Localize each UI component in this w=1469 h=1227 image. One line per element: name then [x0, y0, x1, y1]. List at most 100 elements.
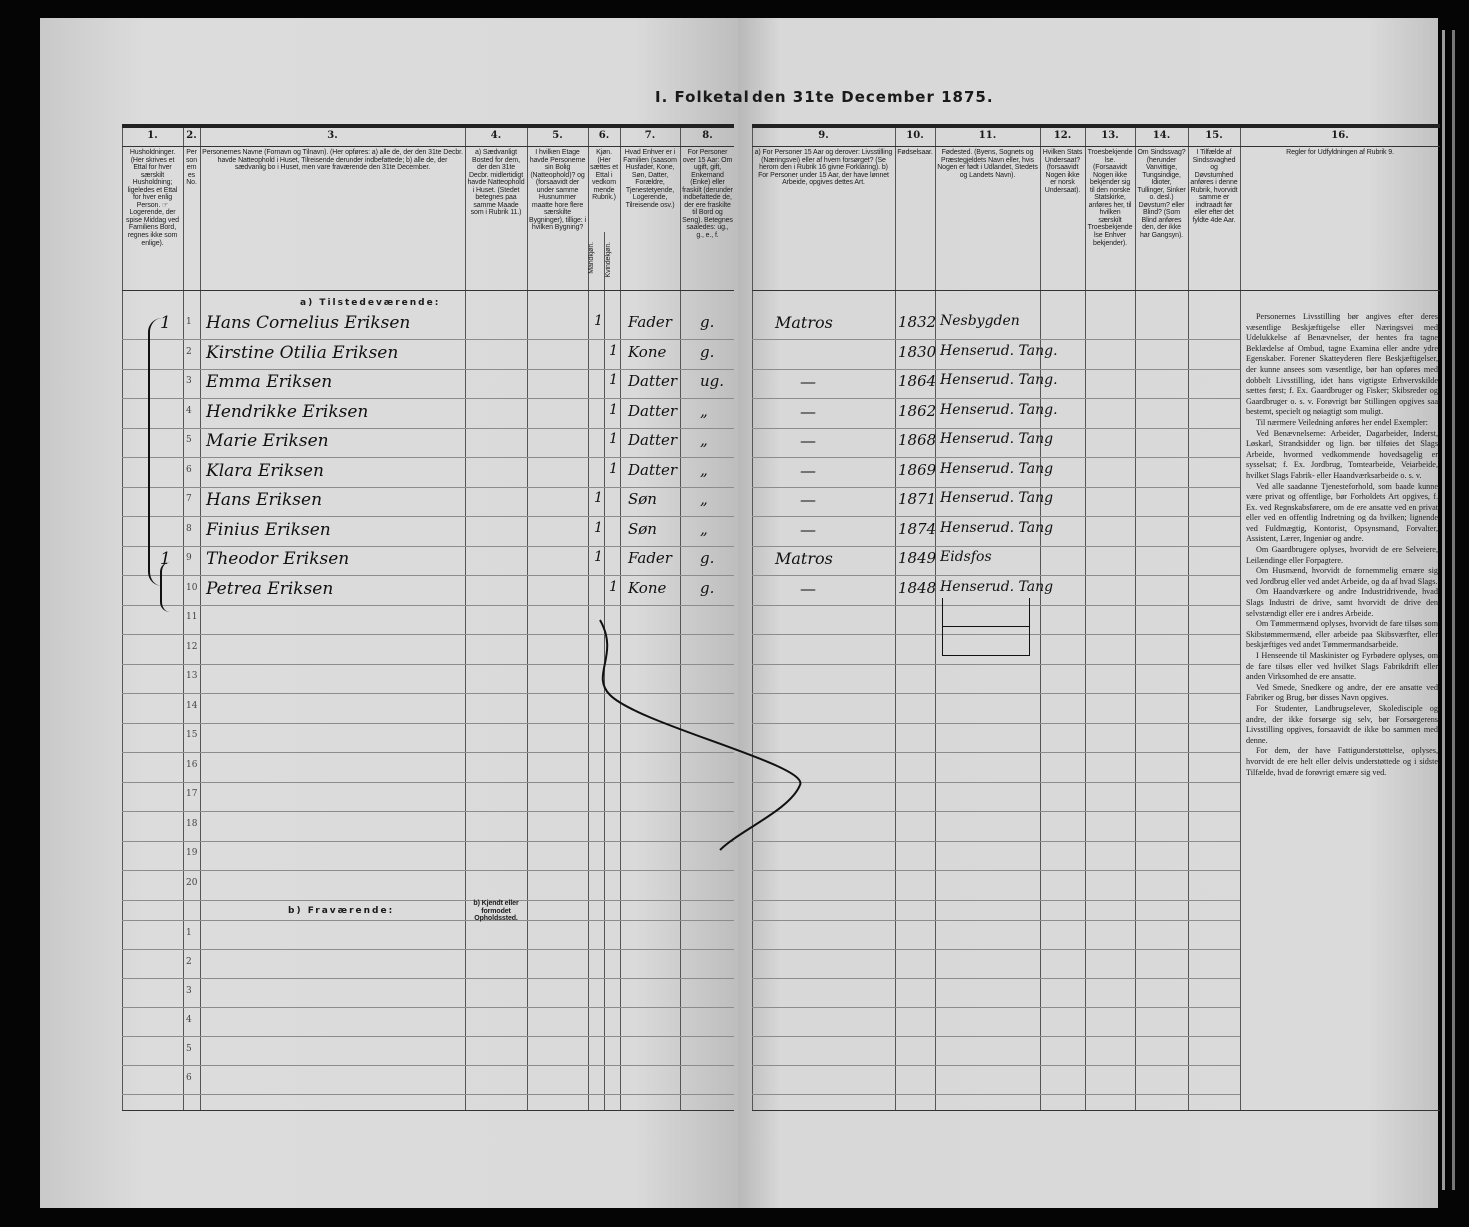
- page-edge: [1442, 30, 1445, 1190]
- person-name: Hans Eriksen: [206, 490, 323, 510]
- row-rule: [752, 1007, 1240, 1008]
- row-rule: [122, 693, 734, 694]
- column-header: Om Sindssvag? (herunder Vanvittige, Tung…: [1137, 149, 1186, 240]
- row-rule: [752, 604, 1240, 606]
- row-rule: [752, 840, 1240, 842]
- column-header: Troesbekjendelse. (Forsaavidt Nogen ikke…: [1087, 149, 1133, 247]
- row-rule: [752, 634, 1240, 635]
- row-rule: [122, 663, 734, 665]
- person-name: Kirstine Otilia Eriksen: [206, 342, 399, 363]
- family-relation: Kone: [628, 342, 667, 361]
- sex-mark: 1: [594, 313, 603, 329]
- row-rule: [122, 457, 734, 458]
- row-number: 19: [186, 848, 198, 858]
- row-number: 2: [186, 957, 192, 967]
- column-header: a) For Personer 15 Aar og derover: Livss…: [754, 149, 893, 187]
- birth-year: 1871: [898, 490, 937, 508]
- row-rule: [122, 920, 734, 921]
- person-number: 6: [186, 464, 192, 475]
- column-header: Fødselsaar.: [897, 149, 933, 156]
- column-divider: [122, 128, 123, 1110]
- column-header: Personernes Navne (Fornavn og Tilnavn). …: [202, 149, 463, 172]
- sex-subheader-female: Kvindekjøn.: [605, 242, 612, 278]
- person-name: Petrea Eriksen: [206, 578, 334, 599]
- birthplace: Henserud. Tang: [940, 460, 1054, 477]
- household-brace-1: [148, 318, 178, 586]
- sex-mark: 1: [609, 578, 618, 595]
- person-number: 7: [186, 494, 192, 504]
- row-rule: [752, 398, 1240, 399]
- row-rule: [122, 575, 734, 576]
- birth-year: 1848: [898, 578, 937, 597]
- birth-year: 1869: [898, 460, 937, 479]
- title-left: I. Folketal: [655, 88, 750, 106]
- column-header: For Personer over 15 Aar: Om ugift, gift…: [682, 149, 733, 240]
- row-number: 18: [186, 818, 198, 829]
- birthplace: Eidsfos: [940, 549, 992, 565]
- column-divider: [680, 128, 681, 1110]
- occupation: —: [800, 578, 816, 598]
- column-number: 16.: [1331, 130, 1349, 141]
- occupation: —: [800, 431, 816, 450]
- occupation: —: [800, 519, 816, 539]
- family-relation: Datter: [628, 401, 678, 420]
- birth-year: 1862: [898, 401, 937, 420]
- header-rule: [122, 146, 734, 147]
- marital-status: g.: [700, 342, 715, 361]
- row-rule: [122, 516, 734, 517]
- rules-paragraph: Ved Benævnelserne: Arbeider, Dagarbeider…: [1246, 428, 1438, 480]
- birth-year: 1864: [898, 372, 937, 390]
- page-edge: [1452, 30, 1455, 1190]
- birth-year: 1830: [898, 342, 937, 361]
- column-header: Husholdninger. (Her skrives et Ettal for…: [126, 149, 179, 247]
- column-number: 5.: [552, 130, 563, 141]
- person-number: 3: [186, 376, 192, 386]
- marital-status: „: [700, 490, 708, 508]
- row-rule: [122, 398, 734, 399]
- marital-status: ug.: [700, 372, 725, 390]
- table-bottom-rule: [752, 1110, 1440, 1111]
- row-rule: [752, 722, 1240, 724]
- row-rule: [122, 752, 734, 753]
- birth-year: 1832: [898, 313, 937, 331]
- row-rule: [752, 1036, 1240, 1037]
- sex-mark: 1: [609, 460, 618, 477]
- box-rule: [942, 626, 1030, 627]
- person-number: 4: [186, 405, 192, 416]
- column-divider: [1188, 128, 1189, 1110]
- sex-mark: 1: [609, 342, 618, 359]
- rules-paragraph: Om Tømmermænd oplyses, hvorvidt de fare …: [1246, 619, 1438, 650]
- left-page: [40, 18, 740, 1208]
- column-number: 11.: [978, 130, 997, 141]
- row-rule: [752, 457, 1240, 458]
- person-number: 9: [186, 553, 192, 563]
- row-rule: [752, 339, 1240, 340]
- birth-year: 1849: [898, 549, 937, 567]
- section-absent-label: b) Fraværende:: [288, 906, 395, 916]
- row-rule: [122, 781, 734, 783]
- rules-paragraph: I Henseende til Maskinister og Fyrbødere…: [1246, 651, 1438, 682]
- person-number: 10: [186, 582, 198, 593]
- household-mark: 1: [160, 549, 171, 569]
- row-rule: [122, 978, 734, 979]
- sex-subheader-male: Mandkjøn.: [588, 242, 595, 274]
- column-number: 13.: [1101, 130, 1119, 141]
- column-header: Hvad Enhver er i Familien (saasom Husfad…: [623, 149, 677, 209]
- occupation: —: [800, 372, 816, 391]
- column-divider: [527, 128, 528, 1110]
- row-rule: [122, 870, 734, 871]
- column-divider: [183, 128, 184, 1110]
- birthplace: Henserud. Tang: [940, 431, 1054, 447]
- row-rule: [752, 949, 1240, 950]
- birthplace: Henserud. Tang: [940, 578, 1054, 595]
- row-rule: [752, 1094, 1240, 1095]
- column-header: Hvilken Stats Undersaat? (forsaavidt Nog…: [1042, 149, 1083, 194]
- right-page: [738, 18, 1438, 1208]
- row-rule: [752, 920, 1240, 921]
- row-rule: [122, 1094, 734, 1095]
- birthplace: Henserud. Tang.: [940, 401, 1058, 418]
- row-number: 15: [186, 730, 198, 740]
- column-header: a) Sædvanligt Bosted for dem, der den 31…: [467, 149, 525, 217]
- row-rule: [122, 1007, 734, 1008]
- column-number: 8.: [702, 130, 713, 141]
